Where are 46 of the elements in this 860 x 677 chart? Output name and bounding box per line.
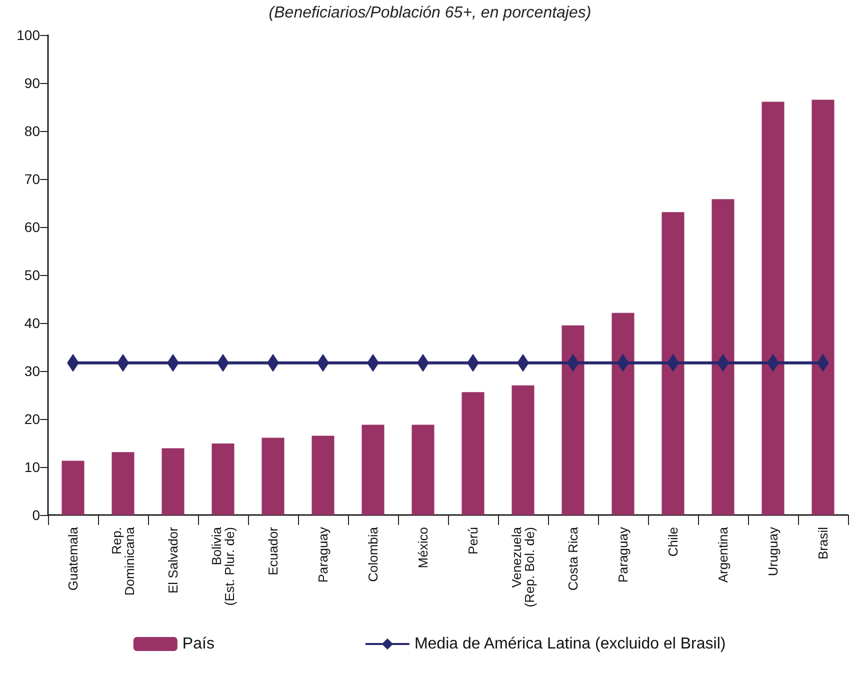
x-tick-label: México xyxy=(416,527,430,568)
x-tick-label: Paraguay xyxy=(316,526,330,583)
y-tick-label: 100 xyxy=(16,27,40,43)
x-tick-label: Chile xyxy=(666,527,680,557)
x-tick-label: Bolivia (Est. Plur. de) xyxy=(209,526,237,606)
x-tick-label: Venezuela (Rep. Bol. de) xyxy=(509,526,537,608)
bar xyxy=(812,100,834,515)
y-tick-label: 60 xyxy=(24,219,40,235)
y-tick-label: 70 xyxy=(24,171,40,187)
bar xyxy=(162,448,184,515)
x-tick-label: Ecuador xyxy=(266,526,280,576)
chart-subtitle: (Beneficiarios/Población 65+, en porcentajes) xyxy=(268,4,592,22)
y-tick-label: 0 xyxy=(32,507,40,523)
x-tick-label: Perú xyxy=(466,527,480,554)
y-tick-label: 30 xyxy=(24,363,40,379)
y-tick-label: 10 xyxy=(24,459,40,475)
bar xyxy=(262,438,284,515)
bar xyxy=(762,102,784,515)
bar xyxy=(462,392,484,515)
y-tick-label: 80 xyxy=(24,123,40,139)
x-tick-label: Colombia xyxy=(366,526,380,582)
y-tick-label: 50 xyxy=(24,267,40,283)
x-tick-label: Costa Rica xyxy=(566,526,580,591)
bar xyxy=(62,460,84,515)
y-tick-label: 40 xyxy=(24,315,40,331)
bar xyxy=(562,325,584,515)
bar xyxy=(712,199,734,515)
y-tick-label: 90 xyxy=(24,75,40,91)
x-tick-label: Uruguay xyxy=(766,526,780,576)
legend-label: Media de América Latina (excluido el Brasil) xyxy=(414,636,726,652)
x-tick-label: Argentina xyxy=(716,526,730,583)
legend-label: País xyxy=(182,636,214,652)
bar xyxy=(212,443,234,515)
bar xyxy=(412,424,434,515)
x-tick-label: Brasil xyxy=(816,526,830,560)
bar xyxy=(112,452,134,515)
bar xyxy=(362,424,384,515)
bar xyxy=(312,436,334,515)
bar xyxy=(612,312,634,515)
y-tick-label: 20 xyxy=(24,411,40,427)
bar xyxy=(662,212,684,515)
bar xyxy=(512,385,534,515)
x-tick-label: Guatemala xyxy=(66,526,80,591)
x-tick-label: El Salvador xyxy=(166,526,180,594)
x-tick-label: Rep. Dominicana xyxy=(109,526,137,596)
x-tick-label: Paraguay xyxy=(616,526,630,583)
